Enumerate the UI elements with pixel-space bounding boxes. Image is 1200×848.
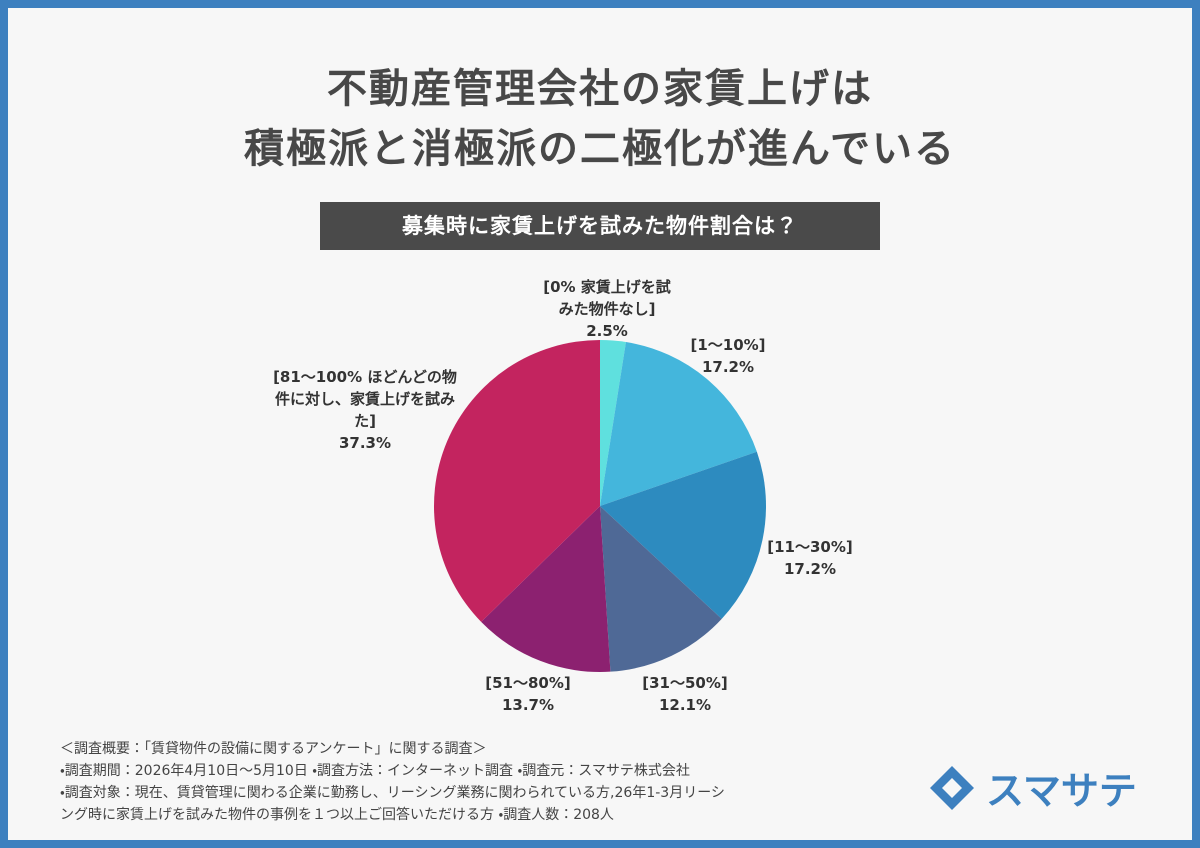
subtitle: 募集時に家賃上げを試みた物件割合は？ bbox=[320, 202, 880, 250]
pie-slice bbox=[600, 506, 722, 672]
footnote: ・調査期間：2026年4月10日〜5月10日 ・調査方法：インターネット調査 ・… bbox=[60, 763, 690, 779]
category-label: [81〜100% ほどんどの物件に対し、家賃上げを試みた] bbox=[273, 368, 457, 430]
logo-icon bbox=[930, 765, 974, 810]
slice-label: [0% 家賃上げを試みた物件なし] 2.5% bbox=[537, 276, 677, 342]
title-line: 不動産管理会社の家賃上げは bbox=[327, 66, 873, 112]
footnote: ング時に家賃上げを試みた物件の事例を１つ以上ご回答いただける方 ・調査人数：20… bbox=[60, 807, 614, 823]
pie-chart bbox=[434, 340, 766, 672]
footnote: ・調査対象：現在、賃貸管理に関わる企業に勤務し、リーシング業務に関わられている方… bbox=[60, 785, 725, 801]
value-label: 2.5% bbox=[586, 322, 628, 340]
pie-slice bbox=[481, 506, 611, 672]
pie-slice bbox=[600, 340, 626, 506]
category-label: [51〜80%] bbox=[485, 674, 571, 692]
value-label: 37.3% bbox=[338, 434, 392, 452]
pie-slice bbox=[600, 451, 766, 619]
value-label: 13.7% bbox=[501, 696, 555, 714]
category-label: [11〜30%] bbox=[767, 538, 853, 556]
slice-label: [31〜50%] 12.1% bbox=[635, 672, 735, 716]
value-label: 17.2% bbox=[783, 560, 837, 578]
footnote: ＜調査概要：「賃貸物件の設備に関するアンケート」に関する調査＞ bbox=[60, 741, 487, 757]
value-label: 12.1% bbox=[658, 696, 712, 714]
slice-label: [1〜10%] 17.2% bbox=[683, 334, 773, 378]
logo: スマサテ bbox=[928, 760, 1137, 815]
slice-label: [81〜100% ほどんどの物件に対し、家賃上げを試みた] 37.3% bbox=[270, 366, 460, 454]
category-label: [31〜50%] bbox=[642, 674, 728, 692]
logo-text: スマサテ bbox=[986, 769, 1137, 813]
pie-slice bbox=[600, 342, 757, 506]
category-label: [1〜10%] bbox=[690, 336, 766, 354]
pie-slice bbox=[434, 340, 600, 622]
slice-label: [11〜30%] 17.2% bbox=[760, 536, 860, 580]
title-line: 積極派と消極派の二極化が進んでいる bbox=[244, 126, 956, 172]
category-label: [0% 家賃上げを試みた物件なし] bbox=[543, 278, 671, 318]
slice-label: [51〜80%] 13.7% bbox=[478, 672, 578, 716]
value-label: 17.2% bbox=[701, 358, 755, 376]
